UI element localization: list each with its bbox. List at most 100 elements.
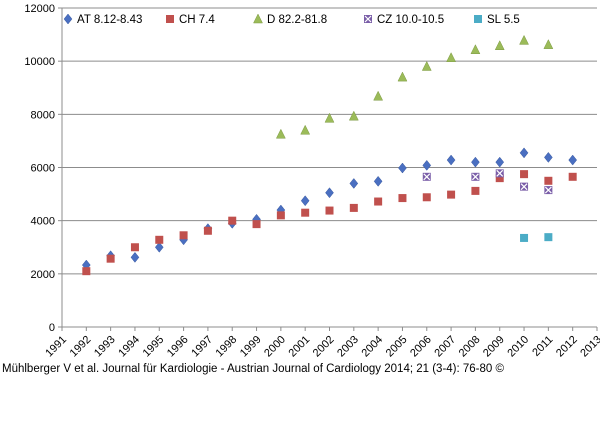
x-tick-label-1998: 1998 xyxy=(214,334,240,360)
x-tick-label-2013: 2013 xyxy=(578,334,600,360)
x-tick-label-2006: 2006 xyxy=(408,334,434,360)
x-tick-label-1992: 1992 xyxy=(68,334,94,360)
x-tick-label-1999: 1999 xyxy=(238,334,264,360)
point-series-3-2006 xyxy=(422,172,431,181)
point-series-3-2011 xyxy=(544,186,553,195)
legend-marker-1 xyxy=(166,15,174,23)
point-series-0-2002 xyxy=(325,187,334,199)
point-series-1-2006 xyxy=(422,193,431,202)
point-series-0-1995 xyxy=(154,241,164,253)
x-tick-label-1995: 1995 xyxy=(141,334,167,360)
point-series-2-2005 xyxy=(397,71,408,82)
point-series-0-2003 xyxy=(349,178,359,189)
y-tick-label-10000: 10000 xyxy=(24,56,55,68)
point-series-1-1994 xyxy=(130,243,139,252)
point-series-2-2000 xyxy=(275,128,286,139)
point-series-2-2011 xyxy=(543,39,554,49)
x-tick-label-2009: 2009 xyxy=(481,334,507,360)
x-tick-label-1997: 1997 xyxy=(189,334,215,360)
point-series-3-2009 xyxy=(495,169,504,178)
point-series-0-2001 xyxy=(300,195,310,207)
legend-marker-2 xyxy=(253,13,263,24)
point-series-0-2005 xyxy=(398,162,407,174)
x-tick-label-2001: 2001 xyxy=(287,334,313,360)
point-series-2-2006 xyxy=(421,60,432,71)
x-tick-label-1996: 1996 xyxy=(165,334,191,360)
legend: AT 8.12-8.43 CH 7.4 D 82.2-81.8 CZ 10.0-10.… xyxy=(63,13,520,26)
point-series-1-1999 xyxy=(252,220,261,229)
point-series-1-2005 xyxy=(398,194,407,203)
point-series-2-2003 xyxy=(348,110,359,121)
legend-label-1: CH 7.4 xyxy=(179,14,215,26)
x-axis-ticks: 1991199219931994199519961997199819992000… xyxy=(43,327,600,359)
x-tick-label-2012: 2012 xyxy=(554,334,580,360)
point-series-0-2008 xyxy=(471,156,480,168)
point-series-3-2010-cross xyxy=(520,183,528,191)
legend-marker-3-cross xyxy=(364,15,372,23)
y-tick-label-6000: 6000 xyxy=(31,163,55,175)
point-series-1-2010 xyxy=(520,170,529,179)
point-series-1-1995 xyxy=(155,235,164,244)
legend-entry-4: SL 5.5 xyxy=(474,14,520,26)
legend-label-2: D 82.2-81.8 xyxy=(267,14,327,26)
point-series-2-2001 xyxy=(300,124,311,135)
point-series-3-2009-cross xyxy=(496,169,504,177)
legend-label-4: SL 5.5 xyxy=(487,14,520,26)
x-tick-label-1991: 1991 xyxy=(43,334,69,360)
point-series-2-2010 xyxy=(519,34,529,45)
x-tick-label-1994: 1994 xyxy=(116,334,142,360)
point-series-0-2010 xyxy=(519,147,529,159)
point-series-1-1996 xyxy=(179,231,188,240)
point-series-2-2008 xyxy=(470,44,481,54)
series-3 xyxy=(422,169,553,195)
legend-entry-1: CH 7.4 xyxy=(166,14,215,26)
point-series-1-2004 xyxy=(374,197,383,206)
gridlines xyxy=(62,7,597,275)
x-tick-label-2008: 2008 xyxy=(457,334,483,360)
legend-label-3: CZ 10.0-10.5 xyxy=(377,14,444,26)
x-tick-label-2011: 2011 xyxy=(530,334,555,359)
x-tick-label-2000: 2000 xyxy=(262,334,288,360)
point-series-3-2008 xyxy=(471,172,480,181)
point-series-0-2006 xyxy=(422,159,432,171)
legend-marker-0 xyxy=(63,13,73,25)
series-0 xyxy=(81,147,578,271)
point-series-3-2008-cross xyxy=(471,173,479,181)
legend-entry-0: AT 8.12-8.43 xyxy=(63,13,142,26)
point-series-4-2010 xyxy=(520,233,529,242)
y-tick-label-0: 0 xyxy=(49,322,55,334)
legend-entry-2: D 82.2-81.8 xyxy=(253,13,327,26)
x-tick-label-2004: 2004 xyxy=(359,334,385,360)
x-tick-label-2002: 2002 xyxy=(311,334,337,360)
point-series-0-2007 xyxy=(446,154,456,166)
point-series-3-2010 xyxy=(520,182,529,191)
point-series-1-2002 xyxy=(325,206,334,215)
point-series-1-2011 xyxy=(544,176,553,185)
point-series-0-2004 xyxy=(373,175,383,187)
y-axis-ticks: 0 2000 4000 6000 8000 10000 12000 xyxy=(24,3,62,334)
y-tick-label-12000: 12000 xyxy=(24,3,55,15)
y-tick-label-2000: 2000 xyxy=(31,269,55,281)
legend-marker-4 xyxy=(474,15,482,23)
x-tick-label-2007: 2007 xyxy=(432,334,458,360)
legend-entry-3: CZ 10.0-10.5 xyxy=(364,14,444,26)
point-series-0-2012 xyxy=(568,154,578,166)
point-series-1-2000 xyxy=(276,211,285,220)
point-series-0-1994 xyxy=(130,251,140,263)
point-series-2-2004 xyxy=(373,90,384,101)
y-tick-label-4000: 4000 xyxy=(31,216,55,228)
point-series-2-2009 xyxy=(494,40,505,50)
x-tick-label-2010: 2010 xyxy=(505,334,531,360)
data-points xyxy=(81,34,578,276)
y-tick-label-8000: 8000 xyxy=(31,109,55,121)
chart: 0 2000 4000 6000 8000 10000 12000 199119921993… xyxy=(24,3,600,359)
point-series-1-2009 xyxy=(495,174,504,183)
x-tick-label-1993: 1993 xyxy=(92,334,118,360)
legend-marker-3 xyxy=(364,15,372,23)
point-series-3-2011-cross xyxy=(544,186,552,194)
point-series-1-2001 xyxy=(301,208,310,217)
point-series-1-1998 xyxy=(228,216,237,225)
point-series-2-2002 xyxy=(324,112,335,123)
point-series-1-1997 xyxy=(203,226,212,235)
point-series-1-1992 xyxy=(82,267,91,276)
